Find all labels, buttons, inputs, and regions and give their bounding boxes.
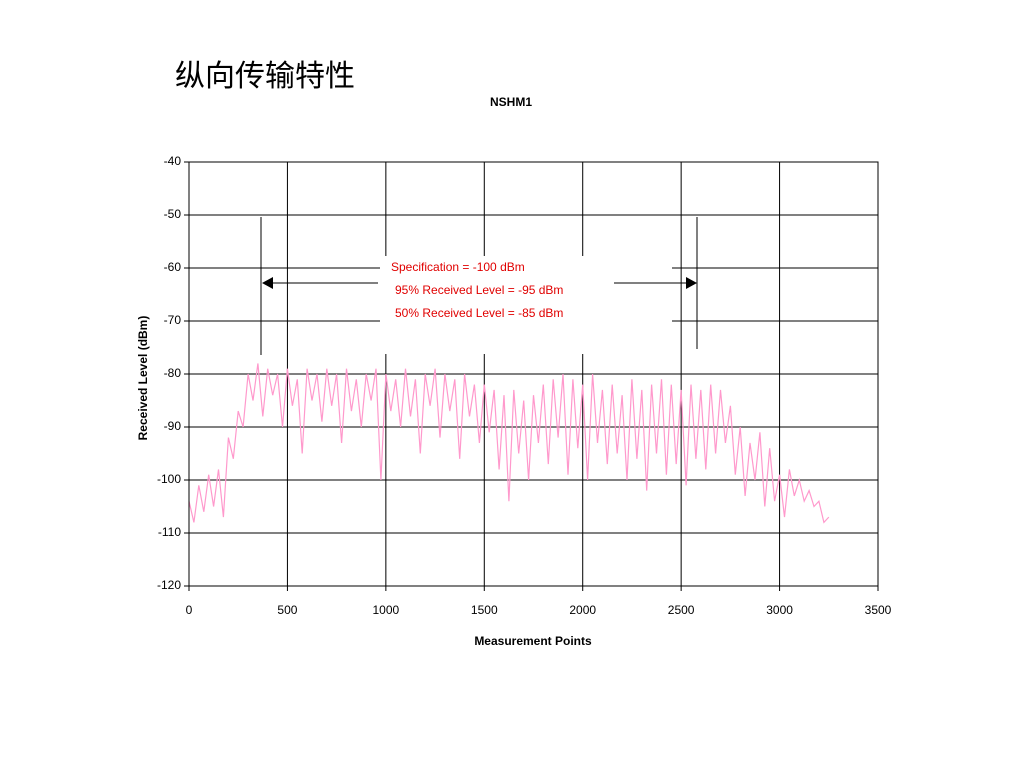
x-tick-label: 3000: [766, 603, 793, 617]
annotation-box: [380, 256, 672, 354]
x-tick-label: 1000: [373, 603, 400, 617]
annotation-text: 50% Received Level = -85 dBm: [395, 306, 563, 320]
y-tick-label: -60: [164, 260, 182, 274]
y-tick-label: -40: [164, 154, 182, 168]
x-axis-label: Measurement Points: [474, 634, 592, 648]
slide-title: 纵向传输特性: [175, 59, 355, 94]
x-tick-label: 2000: [569, 603, 596, 617]
y-tick-label: -120: [157, 578, 181, 592]
plot: [188, 363, 830, 524]
grid: [188, 161, 879, 587]
x-tick-label: 1500: [471, 603, 498, 617]
data-line: [188, 363, 830, 524]
plot-frame: [188, 161, 879, 587]
annotation: Specification = -100 dBm 95% Received Le…: [260, 217, 698, 355]
y-axis-label: Received Level (dBm): [136, 316, 150, 441]
arrow-head: [686, 277, 697, 289]
x-tick-label: 3500: [865, 603, 892, 617]
x-tick-label: 0: [186, 603, 193, 617]
y-tick-label: -80: [164, 366, 182, 380]
y-tick-label: -110: [158, 525, 181, 539]
x-tick-label: 500: [277, 603, 297, 617]
y-tick-label: -100: [157, 472, 181, 486]
annotation-text: 95% Received Level = -95 dBm: [395, 283, 563, 297]
axes: -40 -50 -60 -70 -80 -90 -100 -110 -120 0 500 1000 15…: [157, 154, 892, 617]
arrow-head: [262, 277, 273, 289]
x-tick-label: 2500: [668, 603, 695, 617]
annotation-text: Specification = -100 dBm: [391, 260, 525, 274]
y-tick-label: -90: [164, 419, 182, 433]
chart-title: NSHM1: [490, 95, 532, 109]
y-tick-label: -50: [164, 207, 182, 221]
y-tick-label: -70: [164, 313, 182, 327]
